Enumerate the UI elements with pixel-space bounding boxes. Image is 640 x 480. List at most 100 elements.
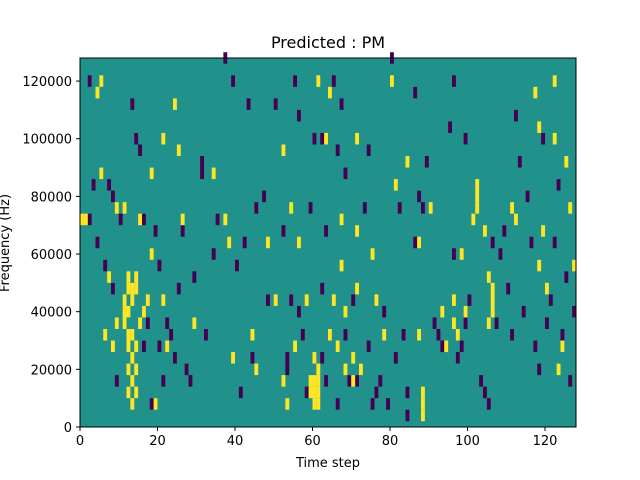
heatmap-cell-low	[467, 294, 472, 306]
plot-area	[79, 52, 577, 428]
heatmap-cell-high	[328, 328, 332, 341]
heatmap-cell-high	[533, 86, 538, 99]
heatmap-cell-high	[103, 328, 108, 341]
heatmap-cell-high	[405, 156, 410, 168]
heatmap-cell-high	[285, 398, 290, 410]
heatmap-cell-high	[130, 375, 135, 387]
heatmap-cell-high	[227, 236, 232, 249]
heatmap-cell-high	[335, 340, 340, 353]
heatmap-cell-low	[490, 236, 495, 249]
heatmap-cell-high	[161, 132, 166, 145]
heatmap-cell-low	[521, 305, 526, 318]
heatmap-cell-low	[382, 305, 387, 318]
heatmap-cell-high	[475, 202, 480, 214]
heatmap-cell-high	[556, 363, 561, 376]
heatmap-cell-high	[281, 144, 286, 157]
y-tick-label: 40000	[31, 306, 72, 321]
heatmap-cell-low	[529, 236, 534, 249]
heatmap-cell-high	[355, 132, 360, 145]
heatmap-cell-low	[510, 328, 515, 341]
heatmap-cell-high	[568, 202, 573, 214]
heatmap-cell-high	[312, 375, 317, 387]
heatmap-cell-high	[541, 225, 546, 237]
heatmap-cell-low	[188, 375, 193, 387]
heatmap-cell-low	[335, 144, 340, 157]
heatmap-cell-high	[114, 317, 119, 329]
y-tick-label: 20000	[31, 363, 72, 378]
heatmap-cell-low	[250, 352, 255, 364]
heatmap-cell-low	[200, 167, 205, 180]
heatmap-cell-low	[413, 236, 418, 249]
heatmap-cell-low	[176, 282, 181, 295]
heatmap-cell-high	[165, 340, 170, 353]
heatmap-cell-high	[316, 398, 321, 410]
heatmap-cell-low	[432, 317, 437, 329]
heatmap-cell-low	[483, 386, 487, 399]
y-tick-label: 0	[64, 421, 72, 436]
heatmap-cell-low	[366, 340, 371, 353]
heatmap-cell-low	[312, 132, 317, 145]
heatmap-cell-low	[514, 109, 518, 122]
heatmap-cell-low	[541, 132, 546, 145]
heatmap-cell-high	[83, 213, 88, 226]
heatmap-cell-high	[316, 75, 321, 87]
heatmap-cell-low	[424, 156, 429, 168]
heatmap-cell-low	[165, 317, 170, 329]
heatmap-cell-low	[254, 202, 259, 214]
heatmap-cell-low	[149, 398, 154, 410]
heatmap-cell-high	[316, 363, 321, 376]
heatmap-cell-low	[204, 328, 208, 341]
heatmap-cell-low	[452, 75, 456, 87]
heatmap-cell-high	[355, 282, 360, 295]
heatmap-cell-low	[421, 202, 425, 214]
heatmap-cell-high	[351, 375, 356, 387]
heatmap-cell-high	[134, 386, 139, 399]
heatmap-cell-low	[273, 98, 278, 110]
heatmap-cell-low	[517, 156, 522, 168]
heatmap-cell-low	[285, 352, 290, 364]
heatmap-cell-high	[490, 282, 495, 295]
heatmap-cell-low	[343, 328, 348, 341]
heatmap-cell-low	[281, 225, 286, 237]
heatmap-cell-low	[87, 75, 92, 87]
heatmap-cell-high	[126, 305, 131, 318]
x-tick-label: 60	[304, 434, 321, 449]
heatmap-cell-low	[293, 75, 298, 87]
y-tick-label: 80000	[31, 190, 72, 205]
heatmap-cell-low	[556, 179, 561, 191]
heatmap-cell-low	[180, 225, 185, 237]
heatmap-cell-high	[99, 167, 104, 180]
heatmap-cell-low	[142, 213, 146, 226]
heatmap-cell-high	[374, 294, 379, 306]
heatmap-cell-high	[266, 236, 270, 249]
heatmap-cell-low	[417, 190, 422, 203]
heatmap-cell-high	[99, 75, 104, 87]
heatmap-cell-high	[390, 75, 394, 87]
heatmap-cell-high	[459, 248, 464, 260]
heatmap-cell-low	[289, 294, 294, 306]
heatmap-cell-high	[114, 202, 119, 214]
heatmap-cell-low	[320, 352, 325, 364]
heatmap-cell-high	[490, 294, 495, 306]
heatmap-cell-low	[215, 213, 220, 226]
heatmap-cell-high	[455, 328, 460, 341]
heatmap-cell-low	[440, 340, 445, 353]
heatmap-cell-low	[479, 375, 484, 387]
heatmap-cell-high	[130, 352, 135, 364]
heatmap-cell-low	[335, 398, 340, 410]
heatmap-cell-high	[343, 305, 348, 318]
heatmap-cell-low	[111, 190, 115, 203]
x-axis: 0 20 40 60 80 100 120	[76, 427, 557, 449]
heatmap-cell-high	[552, 75, 557, 87]
y-tick-label: 60000	[31, 248, 72, 263]
heatmap-cell-low	[533, 340, 538, 353]
x-tick-label: 100	[455, 434, 480, 449]
heatmap-cell-high	[421, 398, 425, 410]
heatmap-cell-low	[320, 282, 325, 295]
heatmap-cell-high	[126, 363, 131, 376]
heatmap-cell-low	[300, 328, 305, 341]
heatmap-cell-high	[308, 375, 313, 387]
heatmap-cell-low	[192, 271, 197, 283]
heatmap-cell-high	[126, 340, 131, 353]
heatmap-cell-low	[114, 375, 119, 387]
